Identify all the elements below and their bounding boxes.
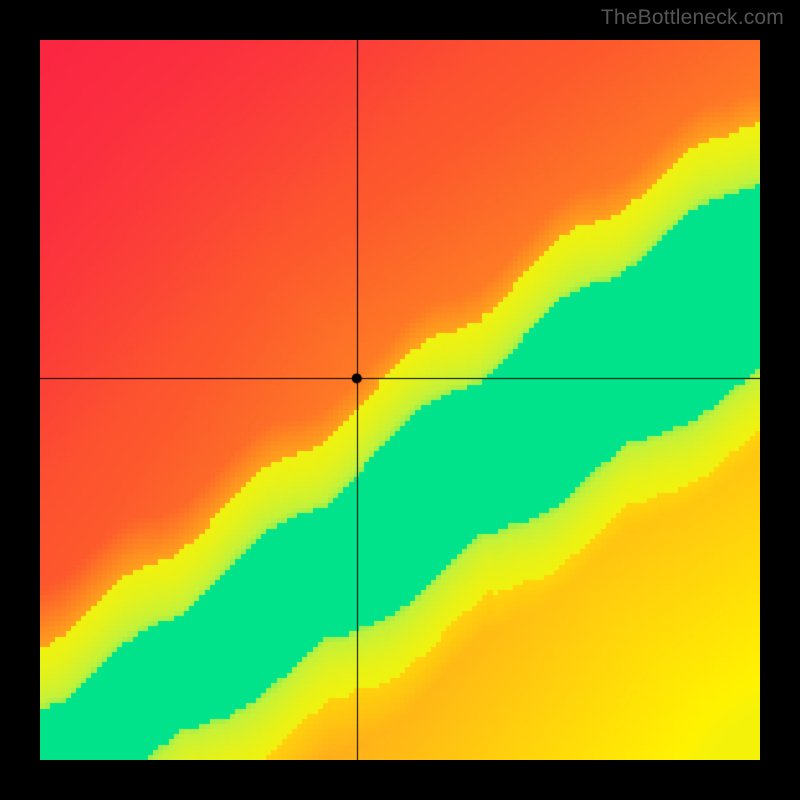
chart-container: TheBottleneck.com <box>0 0 800 800</box>
watermark-text: TheBottleneck.com <box>601 6 784 30</box>
heatmap-plot <box>40 40 760 760</box>
